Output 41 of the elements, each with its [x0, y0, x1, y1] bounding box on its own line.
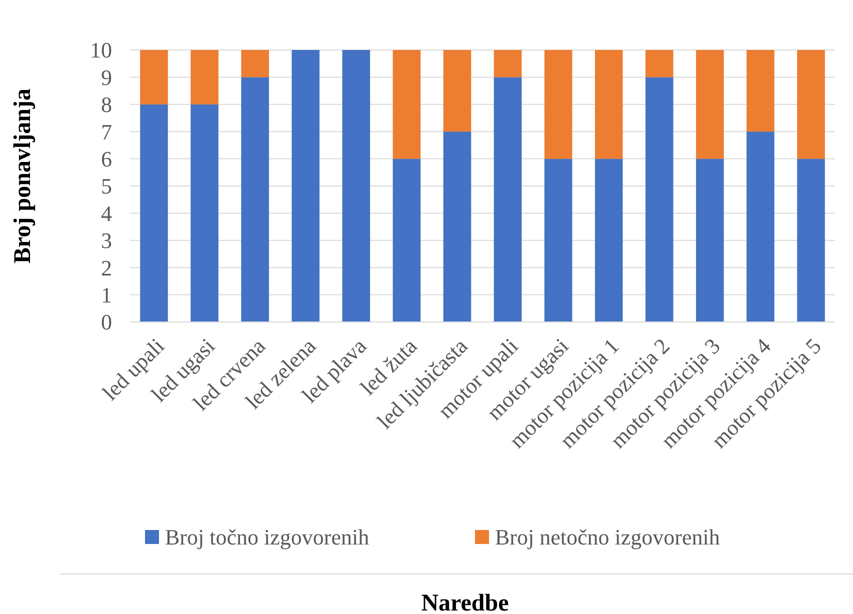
y-tick-label: 8: [101, 92, 112, 118]
bar: [494, 50, 522, 78]
bar: [797, 50, 825, 159]
bar: [140, 50, 168, 104]
bar: [696, 158, 724, 322]
bar: [241, 77, 269, 322]
bar: [746, 50, 774, 132]
bar: [797, 158, 825, 322]
bar: [544, 158, 572, 322]
bar: [746, 132, 774, 322]
y-tick-label: 1: [101, 282, 112, 308]
bar: [292, 50, 320, 322]
y-axis-title: Broj ponavljanja: [10, 88, 36, 264]
bar: [443, 50, 472, 132]
bar: [392, 158, 421, 322]
text: Naredbe: [421, 590, 510, 614]
bar: [140, 104, 168, 322]
y-tick-label: 10: [90, 38, 112, 63]
bar: [190, 104, 218, 322]
y-tick-label: 6: [101, 146, 112, 172]
y-tick-label: 2: [101, 255, 112, 280]
y-tick-label: 3: [101, 228, 112, 254]
bar: [594, 50, 623, 159]
y-tick-label: 5: [101, 174, 112, 199]
y-tick-label: 7: [101, 119, 112, 144]
bar: [645, 77, 674, 322]
y-tick-label: 9: [101, 64, 112, 90]
bar: [443, 132, 472, 322]
bar: [190, 50, 218, 104]
bar: [645, 50, 674, 78]
bar: [696, 50, 724, 159]
bar: [544, 50, 572, 159]
bar: [494, 77, 522, 322]
bar: [594, 158, 623, 322]
legend-label: Broj točno izgovorenih: [165, 524, 370, 550]
bar: [241, 50, 269, 78]
bar: [342, 50, 370, 322]
bar: [392, 50, 421, 159]
legend-label: Broj netočno izgovorenih: [495, 524, 720, 550]
y-tick-label: 0: [101, 310, 112, 335]
y-tick-label: 4: [101, 200, 112, 226]
